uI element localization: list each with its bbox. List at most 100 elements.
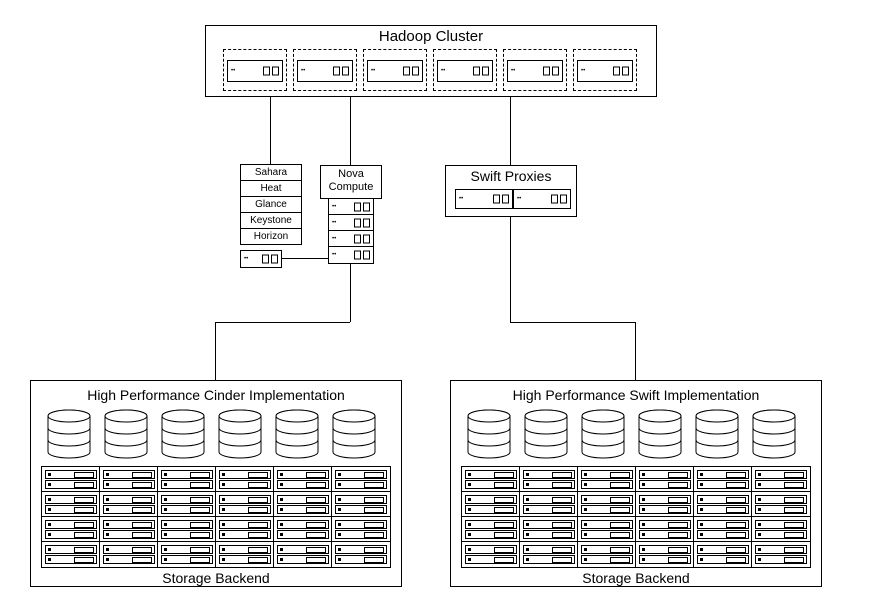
connector-line <box>215 322 216 380</box>
swift-rack-unit <box>461 541 521 568</box>
service-heat: Heat <box>240 180 302 197</box>
cinder-database-icon <box>332 409 376 459</box>
cinder-rack-unit <box>99 491 159 518</box>
cinder-database-icon <box>218 409 262 459</box>
cinder-rack-unit <box>273 466 333 493</box>
cinder-rack-unit <box>331 466 391 493</box>
cinder-rack-unit <box>41 541 101 568</box>
swift-rack-unit <box>519 541 579 568</box>
service-horizon: Horizon <box>240 228 302 245</box>
cinder-rack-unit <box>157 516 217 543</box>
cinder-rack-unit <box>273 491 333 518</box>
server-icon: •• <box>367 60 423 82</box>
swift-implementation-box: High Performance Swift Implementation St… <box>450 380 822 587</box>
swift-rack-unit <box>635 466 695 493</box>
swift-rack-unit <box>577 516 637 543</box>
server-icon: •• <box>297 60 353 82</box>
connector-line <box>510 215 511 322</box>
swift-database-icon <box>638 409 682 459</box>
cinder-rack-unit <box>41 466 101 493</box>
cinder-rack-unit <box>157 491 217 518</box>
swift-rack-unit <box>693 541 753 568</box>
connector-line <box>350 95 351 165</box>
swift-rack-unit <box>693 516 753 543</box>
swift-backend-label: Storage Backend <box>451 570 821 586</box>
architecture-diagram: Hadoop Cluster •••••••••••• SaharaHeatGl… <box>0 0 877 612</box>
swift-rack-unit <box>519 466 579 493</box>
hadoop-cluster-box: Hadoop Cluster •• •• •• •• •• •• <box>205 25 657 97</box>
swift-rack-unit <box>577 491 637 518</box>
hadoop-node: •• <box>433 49 497 91</box>
cinder-rack-unit <box>215 516 275 543</box>
connector-line <box>270 95 271 165</box>
swift-rack-unit <box>693 466 753 493</box>
hadoop-node: •• <box>503 49 567 91</box>
cinder-rack-unit <box>331 491 391 518</box>
services-server-icon: •• <box>240 250 282 268</box>
swift-rack-unit <box>519 516 579 543</box>
swift-rack-unit <box>693 491 753 518</box>
hadoop-node: •• <box>573 49 637 91</box>
hadoop-node: •• <box>293 49 357 91</box>
service-glance: Glance <box>240 196 302 213</box>
cinder-database-icon <box>161 409 205 459</box>
swift-rack-unit <box>461 516 521 543</box>
cinder-rack-unit <box>99 516 159 543</box>
cinder-rack-unit <box>41 516 101 543</box>
swift-proxies-box: Swift Proxies •••• <box>445 165 577 217</box>
swift-database-icon <box>752 409 796 459</box>
cinder-database-icon <box>47 409 91 459</box>
connector-line <box>635 322 636 380</box>
swift-rack-unit <box>751 491 811 518</box>
cinder-rack-unit <box>215 541 275 568</box>
cinder-rack-unit <box>41 491 101 518</box>
swift-rack-unit <box>635 541 695 568</box>
cinder-backend-label: Storage Backend <box>31 570 401 586</box>
swift-rack-unit <box>751 541 811 568</box>
server-icon: •• <box>437 60 493 82</box>
swift-proxy-server-icon: •• <box>513 189 571 209</box>
swift-database-icon <box>524 409 568 459</box>
swift-rack-unit <box>519 491 579 518</box>
connector-line <box>350 262 351 322</box>
swift-rack-unit <box>751 466 811 493</box>
hadoop-node: •• <box>363 49 427 91</box>
server-icon: •• <box>507 60 563 82</box>
connector-line <box>510 322 635 323</box>
swift-rack-unit <box>635 491 695 518</box>
service-sahara: Sahara <box>240 164 302 181</box>
nova-compute-box: Nova Compute <box>320 165 382 199</box>
swift-title: High Performance Swift Implementation <box>451 387 821 403</box>
cinder-rack-unit <box>157 466 217 493</box>
cinder-rack-unit <box>99 541 159 568</box>
swift-rack-unit <box>577 466 637 493</box>
swift-database-icon <box>467 409 511 459</box>
hadoop-title: Hadoop Cluster <box>206 28 656 45</box>
cinder-rack-unit <box>99 466 159 493</box>
cinder-implementation-box: High Performance Cinder Implementation S… <box>30 380 402 587</box>
cinder-rack-unit <box>273 516 333 543</box>
nova-server-icon: •• <box>328 246 374 264</box>
connector-line <box>280 258 328 259</box>
cinder-database-icon <box>104 409 148 459</box>
swift-rack-unit <box>461 491 521 518</box>
swift-rack-unit <box>461 466 521 493</box>
cinder-rack-unit <box>215 466 275 493</box>
connector-line <box>510 95 511 165</box>
openstack-services-stack: SaharaHeatGlanceKeystoneHorizon <box>240 165 302 245</box>
cinder-rack-unit <box>215 491 275 518</box>
swift-rack-unit <box>751 516 811 543</box>
swift-database-icon <box>581 409 625 459</box>
swift-rack-unit <box>635 516 695 543</box>
cinder-rack-unit <box>273 541 333 568</box>
cinder-database-icon <box>275 409 319 459</box>
cinder-rack-unit <box>331 516 391 543</box>
swift-rack-unit <box>577 541 637 568</box>
swift-proxies-title: Swift Proxies <box>446 168 576 184</box>
cinder-rack-unit <box>157 541 217 568</box>
swift-database-icon <box>695 409 739 459</box>
swift-proxy-server-icon: •• <box>455 189 513 209</box>
connector-line <box>215 322 350 323</box>
service-keystone: Keystone <box>240 212 302 229</box>
server-icon: •• <box>227 60 283 82</box>
